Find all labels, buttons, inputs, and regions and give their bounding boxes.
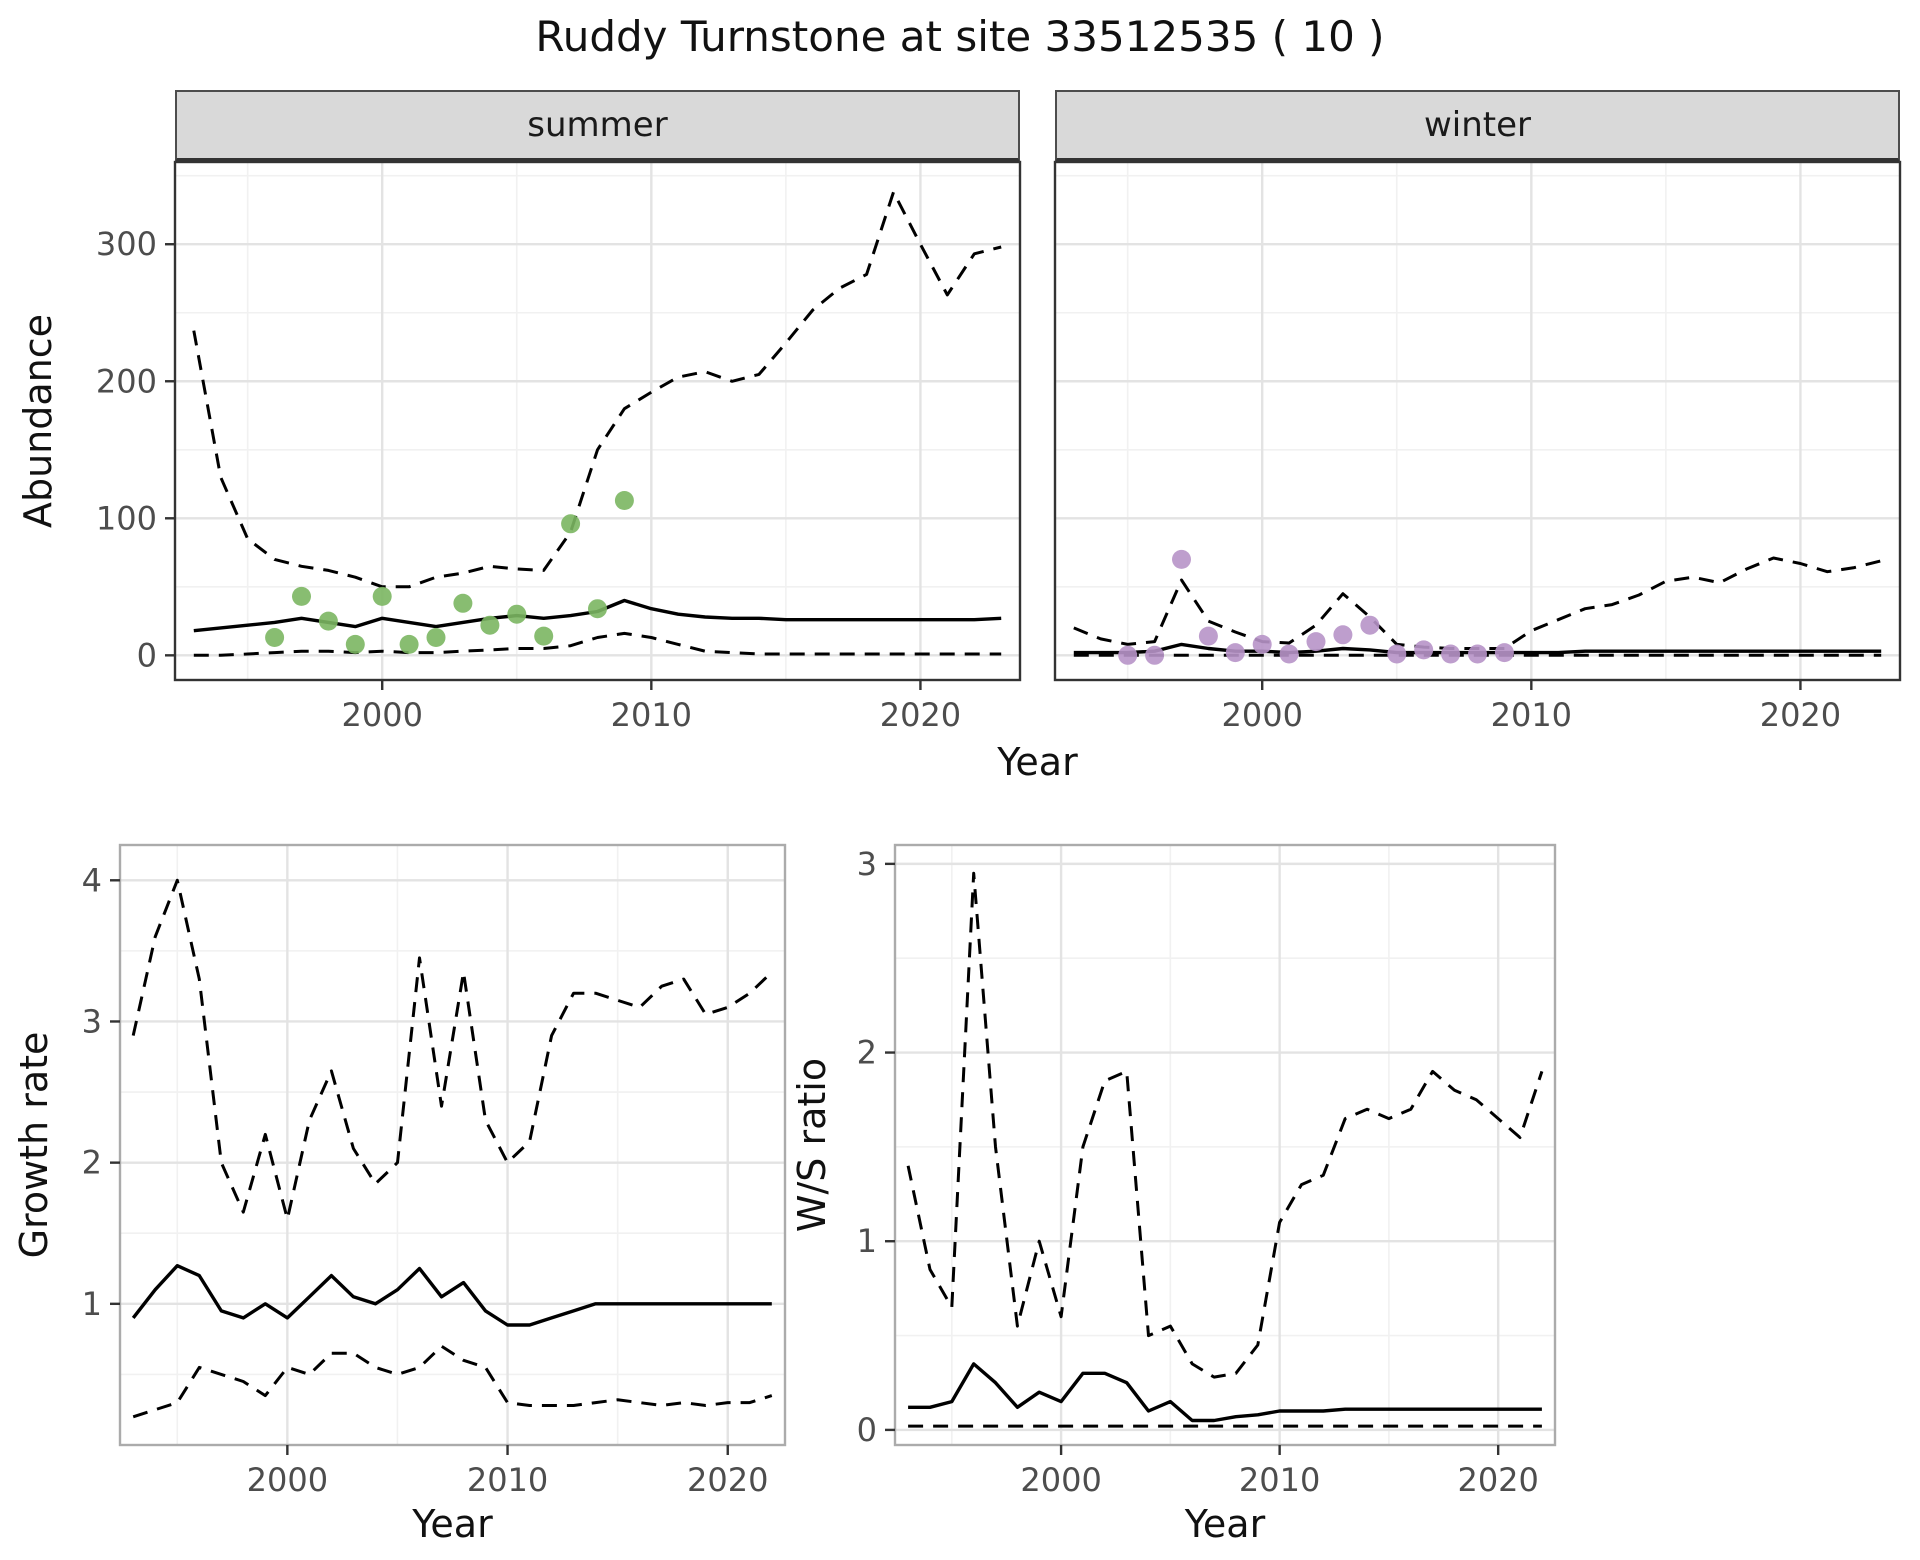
x-tick-label: 2020	[880, 696, 961, 734]
y-tick-label: 0	[857, 1411, 877, 1449]
abundance-y-axis-title: Abundance	[16, 313, 60, 529]
ws-ratio-x-axis-title: Year	[1184, 1502, 1266, 1546]
abundance-summer-observed-point	[426, 628, 446, 647]
x-tick-label: 2020	[1760, 696, 1841, 734]
ws-ratio-y-axis-title: W/S ratio	[790, 1057, 834, 1233]
growth-rate-median-line	[131, 1264, 772, 1327]
abundance-winter-observed-point	[1360, 615, 1380, 635]
facet-strip-summer-label: summer	[527, 105, 668, 145]
facet-strip-winter: winter	[1055, 90, 1900, 162]
x-tick-label: 2010	[467, 1461, 548, 1499]
y-tick-label: 4	[82, 861, 102, 899]
panel-growth-rate: 2000 2010 2020 1 2 3 4	[82, 843, 787, 1499]
x-tick-label: 2020	[1457, 1461, 1538, 1499]
growth-rate-x-axis-title: Year	[412, 1502, 493, 1546]
figure-title: Ruddy Turnstone at site 33512535 ( 10 )	[535, 12, 1385, 61]
y-tick-label: 1	[82, 1285, 102, 1323]
x-tick-label: 2020	[687, 1461, 768, 1499]
x-tick-label: 2000	[247, 1461, 328, 1499]
panel-abundance-summer: 2000 2010 2020 0 100 200 300	[96, 160, 1022, 734]
growth-rate-lower_ci-line	[132, 1344, 773, 1419]
y-tick-label: 1	[857, 1222, 877, 1260]
y-tick-label: 100	[96, 499, 157, 537]
growth-rate-y-axis-title: Growth rate	[12, 1031, 56, 1259]
x-tick-label: 2000	[1221, 696, 1302, 734]
y-tick-label: 3	[82, 1002, 102, 1040]
x-tick-label: 2010	[1239, 1461, 1320, 1499]
panel-border	[173, 160, 1022, 682]
panel-border	[118, 843, 787, 1447]
abundance-summer-upper_ci-line	[192, 190, 1002, 589]
y-tick-label: 2	[82, 1144, 102, 1182]
y-tick-label: 0	[137, 636, 157, 674]
abundance-summer-observed-point	[453, 593, 473, 613]
abundance-winter-observed-point	[1414, 640, 1434, 660]
abundance-summer-observed-point	[372, 586, 392, 606]
abundance-summer-observed-point	[292, 586, 311, 606]
x-tick-label: 2000	[1020, 1461, 1101, 1499]
abundance-winter-observed-point	[1172, 549, 1191, 569]
y-tick-label: 2	[857, 1034, 877, 1072]
abundance-summer-observed-point	[588, 599, 607, 619]
abundance-winter-observed-point	[1468, 644, 1487, 664]
facet-strip-summer: summer	[175, 90, 1020, 162]
panel-border	[1053, 160, 1902, 682]
abundance-summer-observed-point	[507, 604, 527, 624]
abundance-winter-observed-point	[1306, 632, 1326, 652]
abundance-summer-observed-point	[265, 628, 285, 647]
abundance-summer-observed-point	[614, 491, 634, 510]
abundance-winter-observed-point	[1441, 644, 1461, 664]
abundance-summer-observed-point	[318, 611, 338, 631]
ws-ratio-upper_ci-line	[906, 871, 1544, 1379]
abundance-summer-observed-point	[534, 626, 554, 646]
abundance-winter-observed-point	[1198, 626, 1218, 646]
abundance-winter-observed-point	[1252, 634, 1272, 654]
abundance-summer-observed-point	[345, 634, 365, 654]
abundance-summer-lower_ci-line	[193, 631, 1002, 657]
abundance-summer-observed-point	[561, 514, 581, 534]
growth-rate-upper_ci-line	[131, 878, 773, 1221]
abundance-winter-observed-point	[1279, 644, 1299, 664]
panel-border	[893, 843, 1557, 1447]
abundance-summer-observed-point	[480, 615, 500, 635]
ws-ratio-median-line	[908, 1362, 1542, 1423]
panel-abundance-winter: 2000 2010 2020	[1053, 160, 1902, 734]
x-tick-label: 2010	[1491, 696, 1572, 734]
abundance-winter-observed-point	[1494, 643, 1514, 663]
abundance-summer-observed-point	[399, 634, 419, 654]
y-tick-label: 3	[857, 845, 877, 883]
abundance-winter-observed-point	[1118, 645, 1138, 665]
x-tick-label: 2000	[341, 696, 422, 734]
abundance-x-axis-title: Year	[997, 740, 1078, 784]
y-tick-label: 300	[96, 225, 157, 263]
abundance-winter-observed-point	[1145, 645, 1165, 665]
panel-ws-ratio: 2000 2010 2020 0 1 2 3	[857, 843, 1557, 1499]
abundance-winter-observed-point	[1333, 625, 1353, 645]
x-tick-label: 2010	[611, 696, 692, 734]
abundance-winter-observed-point	[1225, 643, 1245, 663]
facet-strip-winter-label: winter	[1423, 105, 1532, 145]
y-tick-label: 200	[96, 362, 157, 400]
abundance-winter-observed-point	[1387, 644, 1407, 664]
